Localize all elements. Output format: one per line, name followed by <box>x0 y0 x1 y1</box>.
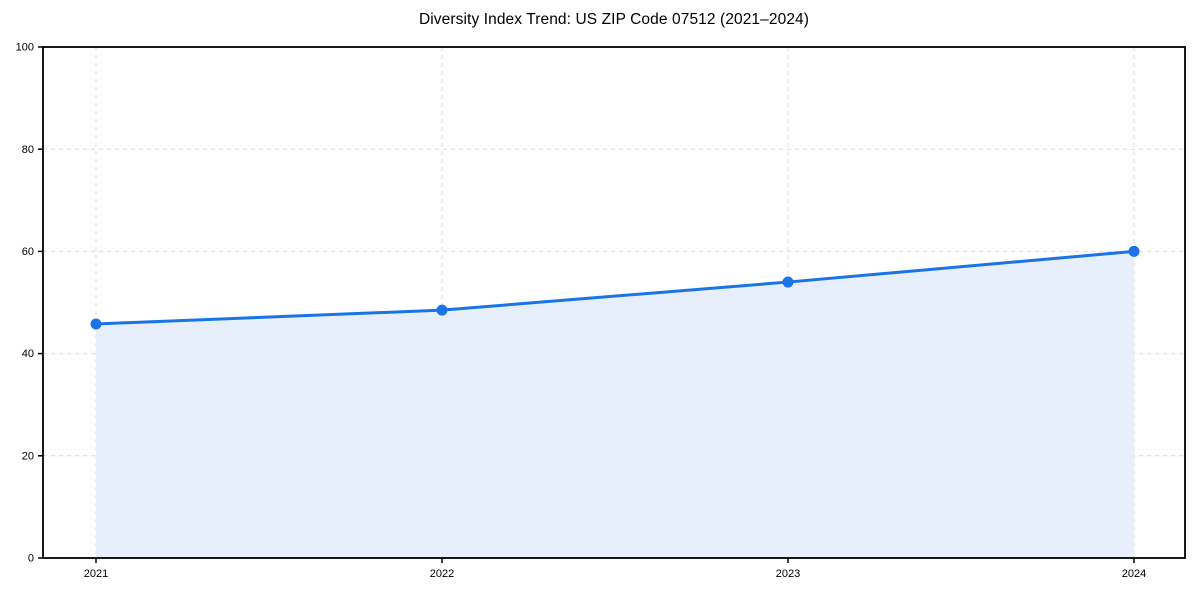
x-tick-label: 2024 <box>1122 568 1146 580</box>
y-tick-label: 40 <box>22 348 34 360</box>
y-tick-label: 20 <box>22 450 34 462</box>
x-tick-label: 2023 <box>776 568 800 580</box>
plot-border <box>42 46 1186 559</box>
data-point <box>90 318 102 330</box>
x-tick-label: 2021 <box>84 568 108 580</box>
trend-line <box>94 249 1136 326</box>
data-point <box>436 304 448 316</box>
y-tick-label: 60 <box>22 246 34 258</box>
y-tick-label: 80 <box>22 144 34 156</box>
data-point <box>1128 245 1140 257</box>
data-point <box>782 276 794 288</box>
area-fill <box>96 251 1134 558</box>
y-tick-label: 100 <box>16 42 34 54</box>
y-tick-label: 0 <box>28 553 34 565</box>
chart-title: Diversity Index Trend: US ZIP Code 07512… <box>418 11 810 28</box>
x-tick-label: 2022 <box>430 568 454 580</box>
